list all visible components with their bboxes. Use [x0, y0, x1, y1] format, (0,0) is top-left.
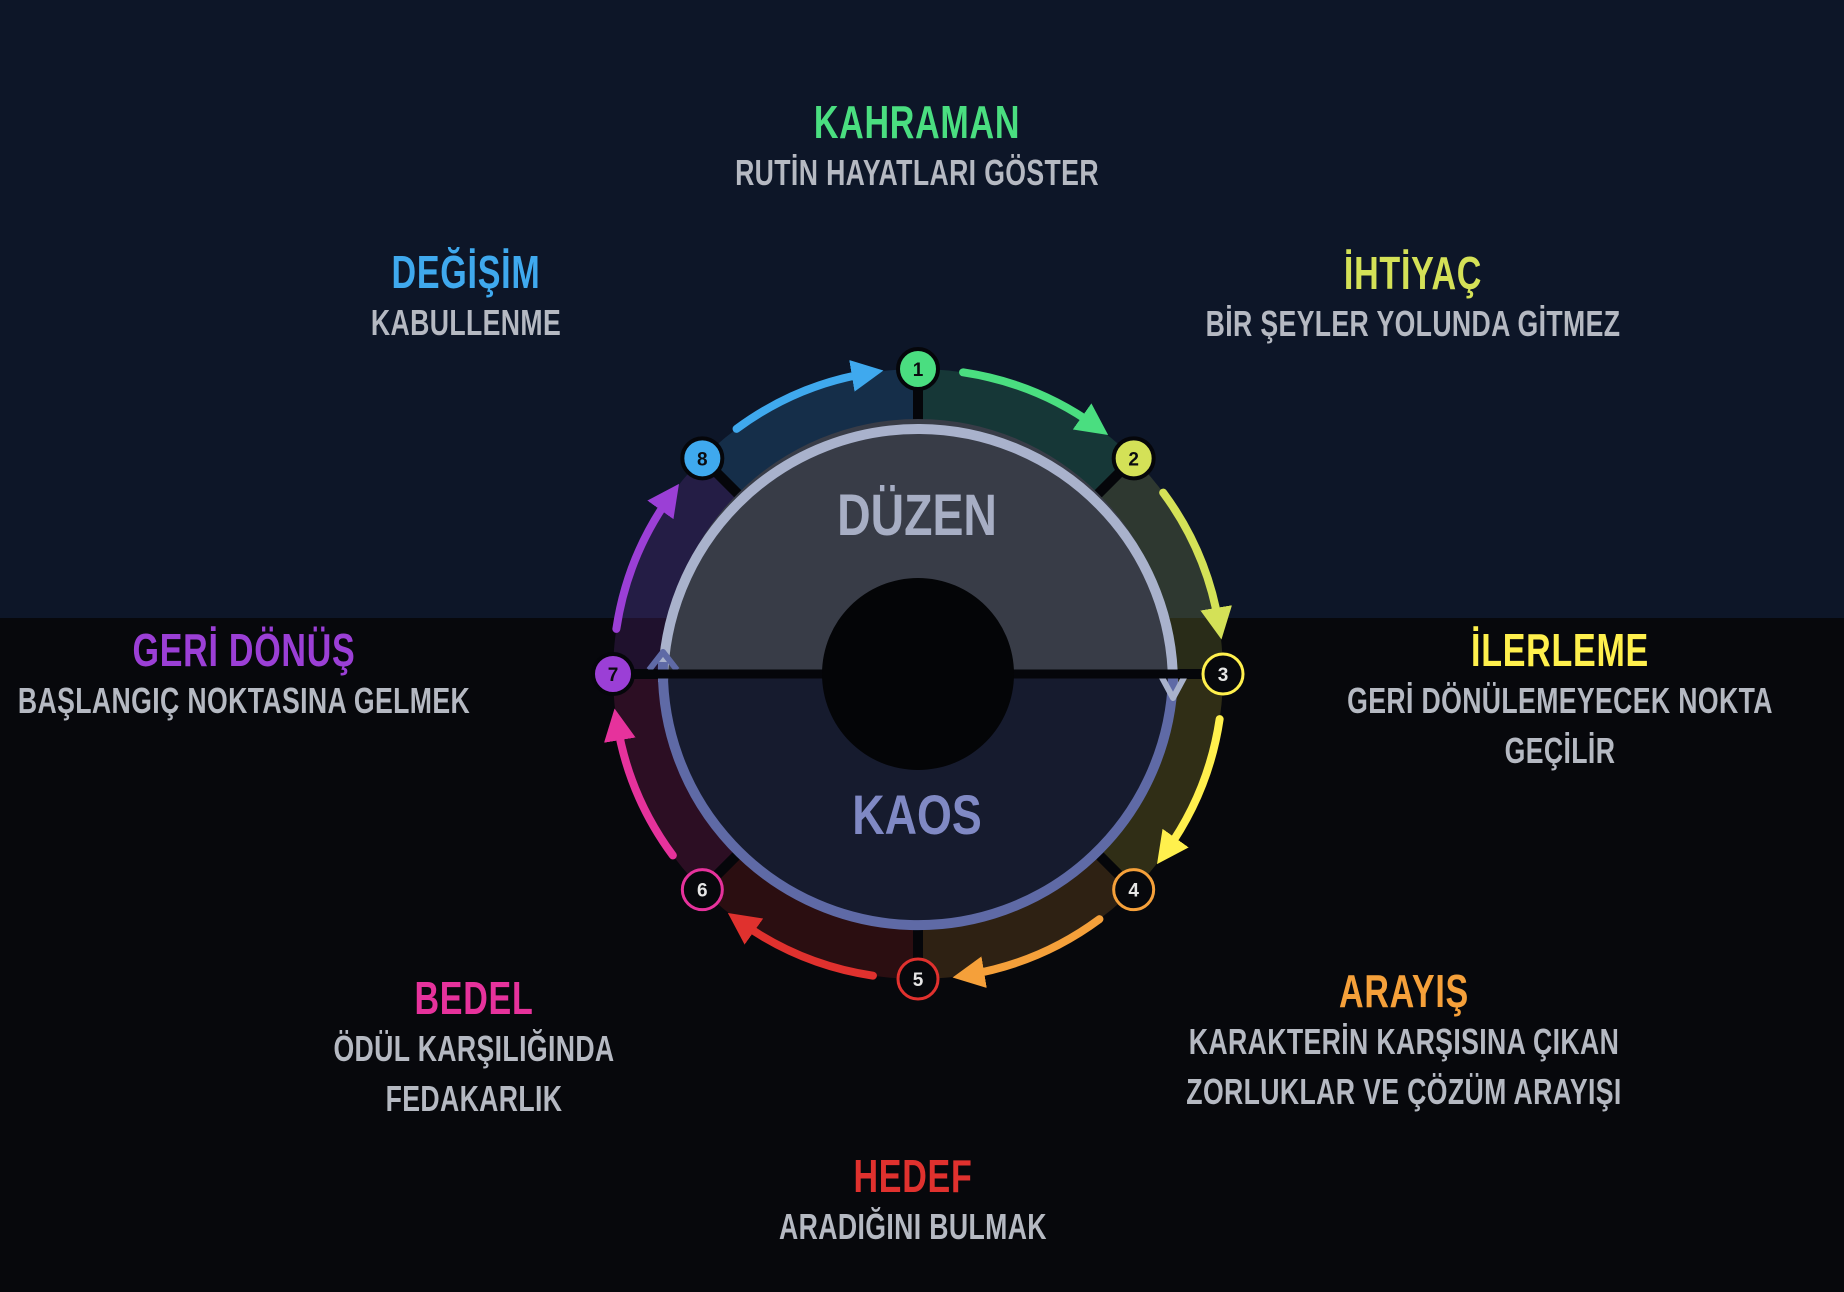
- stage-label-8: DEĞİŞİM KABULLENME: [133, 246, 799, 348]
- node-1: [896, 347, 940, 391]
- node-number-8: 8: [697, 449, 708, 470]
- arrow-3: [1157, 715, 1224, 865]
- stage-label-3: İLERLEME GERİ DÖNÜLEMEYECEK NOKTA GEÇİLİR: [1227, 624, 1844, 776]
- arrow-6: [604, 708, 677, 860]
- node-2: [1111, 436, 1156, 481]
- stage-label-1: KAHRAMAN RUTİN HAYATLARI GÖSTER: [584, 96, 1250, 198]
- center-chaos-half: [663, 674, 1173, 929]
- stage-title: DEĞİŞİM: [391, 246, 541, 298]
- stage-title: İHTİYAÇ: [1343, 247, 1483, 299]
- stage-description: BAŞLANGIÇ NOKTASINA GELMEK: [17, 680, 471, 721]
- stage-description: BİR ŞEYLER YOLUNDA GİTMEZ: [1205, 303, 1621, 344]
- node-number-4: 4: [1128, 881, 1139, 902]
- node-number-5: 5: [913, 970, 924, 991]
- stage-description: GERİ DÖNÜLEMEYECEK NOKTA: [1347, 680, 1773, 721]
- arrow-5: [727, 913, 877, 980]
- chaos-ring-arc: [657, 661, 1178, 931]
- stage-title: BEDEL: [414, 972, 534, 1024]
- arrow-4: [952, 915, 1104, 988]
- stage-description: KARAKTERİN KARŞISINA ÇIKAN: [1188, 1021, 1620, 1062]
- stage-description: ÖDÜL KARŞILIĞINDA: [333, 1028, 615, 1069]
- chaos-ring-arrowhead: [646, 649, 680, 672]
- center-hole: [822, 578, 1014, 770]
- stage-title: KAHRAMAN: [813, 96, 1021, 148]
- node-5: [896, 957, 940, 1001]
- order-ring-arrowhead: [1156, 670, 1190, 701]
- arrow-8: [732, 360, 884, 433]
- stage-description: GEÇİLİR: [1504, 730, 1616, 771]
- stage-title: ARAYIŞ: [1339, 965, 1469, 1017]
- stage-description: KABULLENME: [370, 302, 562, 343]
- node-number-2: 2: [1128, 449, 1139, 470]
- order-ring-arc: [658, 424, 1179, 687]
- center-label-order: DÜZEN: [837, 483, 997, 548]
- node-number-6: 6: [697, 881, 708, 902]
- stage-label-2: İHTİYAÇ BİR ŞEYLER YOLUNDA GİTMEZ: [1080, 247, 1746, 349]
- stage-description: RUTİN HAYATLARI GÖSTER: [735, 152, 1099, 193]
- stage-label-4: ARAYIŞ KARAKTERİN KARŞISINA ÇIKAN ZORLUKLA…: [1071, 965, 1737, 1117]
- arrow-1: [959, 368, 1109, 435]
- node-4: [1112, 868, 1156, 912]
- node-3: [1201, 652, 1245, 696]
- node-number-3: 3: [1218, 665, 1229, 686]
- node-number-1: 1: [913, 360, 924, 381]
- stage-description: ZORLUKLAR VE ÇÖZÜM ARAYIŞI: [1186, 1071, 1622, 1112]
- arrow-7: [612, 483, 679, 633]
- stage-title: İLERLEME: [1470, 624, 1650, 676]
- stage-label-6: BEDEL ÖDÜL KARŞILIĞINDA FEDAKARLIK: [141, 972, 807, 1124]
- node-7: [591, 652, 635, 696]
- stage-label-5: HEDEF ARADIĞINI BULMAK: [580, 1150, 1246, 1252]
- stage-label-7: GERİ DÖNÜŞ BAŞLANGIÇ NOKTASINA GELMEK: [0, 624, 577, 726]
- center-label-chaos: KAOS: [852, 783, 982, 846]
- node-8: [680, 436, 725, 481]
- node-6: [680, 868, 724, 912]
- stage-description: ARADIĞINI BULMAK: [779, 1206, 1047, 1247]
- arrow-2: [1159, 488, 1232, 640]
- node-number-7: 7: [608, 665, 619, 686]
- center-order-half: [663, 419, 1173, 674]
- stage-title: HEDEF: [853, 1150, 973, 1202]
- stage-title: GERİ DÖNÜŞ: [132, 624, 356, 676]
- stage-description: FEDAKARLIK: [385, 1078, 563, 1119]
